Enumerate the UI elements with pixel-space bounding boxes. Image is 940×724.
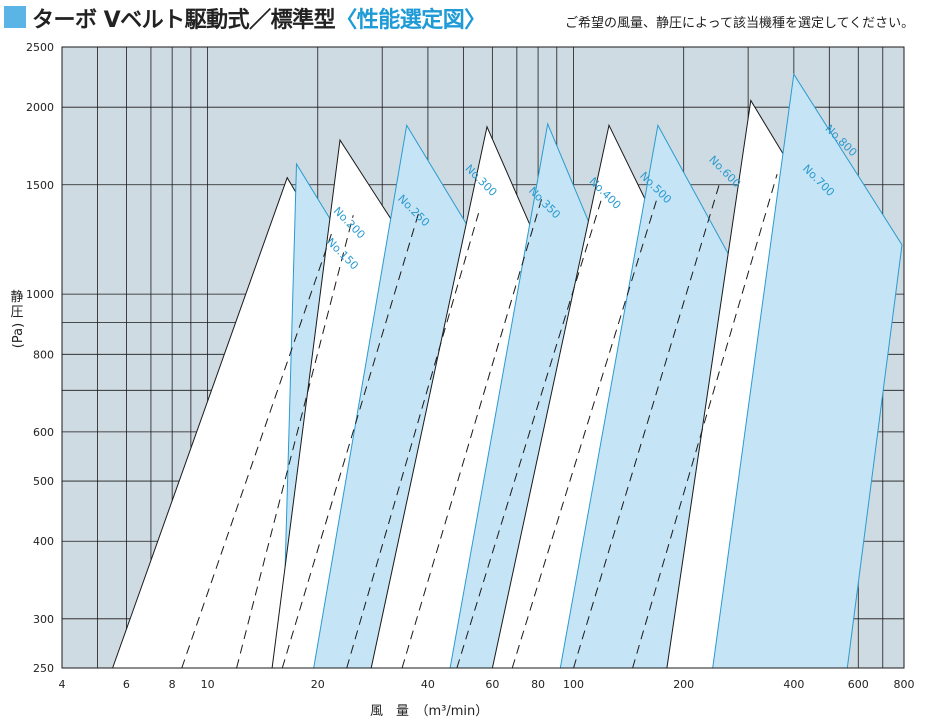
x-tick-label: 10 [201, 678, 215, 691]
y-tick-label: 1000 [26, 288, 54, 301]
page-title: ターボ Vベルト駆動式／標準型〈性能選定図〉 [32, 2, 486, 34]
dashed-lines [181, 174, 778, 669]
x-tick-label: 6 [123, 678, 130, 691]
model-bands [111, 72, 903, 669]
y-tick-label: 2500 [26, 41, 54, 54]
y-axis-unit: (Pa) [11, 322, 27, 349]
y-tick-label: 800 [33, 348, 54, 361]
dashed-line [401, 197, 543, 669]
x-tick-label: 8 [169, 678, 176, 691]
y-tick-label: 2000 [26, 101, 54, 114]
dashed-line [511, 195, 659, 669]
x-tick-label: 20 [311, 678, 325, 691]
page-subtitle: ご希望の風量、静圧によって該当機種を選定してください。 [565, 16, 915, 31]
title-highlight: 〈性能選定図〉 [335, 8, 486, 33]
x-tick-labels: 4 6 8 10 20 40 60 80 100 200 400 600 800 [59, 678, 915, 691]
y-tick-label: 300 [33, 613, 54, 626]
y-axis-label-text: 静圧 [10, 290, 24, 320]
dashed-line [181, 229, 334, 669]
dashed-line [281, 209, 421, 669]
y-tick-label: 600 [33, 426, 54, 439]
dashed-line [456, 195, 603, 669]
dashed-line [573, 184, 720, 669]
y-tick-label: 250 [33, 662, 54, 675]
x-tick-label: 60 [485, 678, 499, 691]
title-marker [4, 6, 26, 28]
x-tick-label: 100 [563, 678, 584, 691]
y-axis-label: 静圧 (Pa) [6, 290, 28, 351]
dashed-line [236, 215, 354, 669]
x-tick-label: 4 [59, 678, 66, 691]
x-tick-label: 200 [673, 678, 694, 691]
x-tick-label: 40 [421, 678, 435, 691]
y-tick-labels: 250 300 400 500 600 800 1000 1500 2000 2500 [26, 41, 54, 675]
x-tick-label: 400 [783, 678, 804, 691]
plot-frame [61, 46, 905, 669]
x-tick-label: 80 [531, 678, 545, 691]
dashed-line [346, 213, 480, 669]
y-tick-label: 500 [33, 475, 54, 488]
y-tick-label: 1500 [26, 179, 54, 192]
title-main: ターボ Vベルト駆動式／標準型 [32, 8, 336, 33]
x-tick-label: 800 [894, 678, 915, 691]
x-axis-label: 風 量 （m³/min） [370, 704, 489, 719]
y-tick-label: 400 [33, 535, 54, 548]
x-tick-label: 600 [848, 678, 869, 691]
dashed-line [632, 174, 778, 669]
